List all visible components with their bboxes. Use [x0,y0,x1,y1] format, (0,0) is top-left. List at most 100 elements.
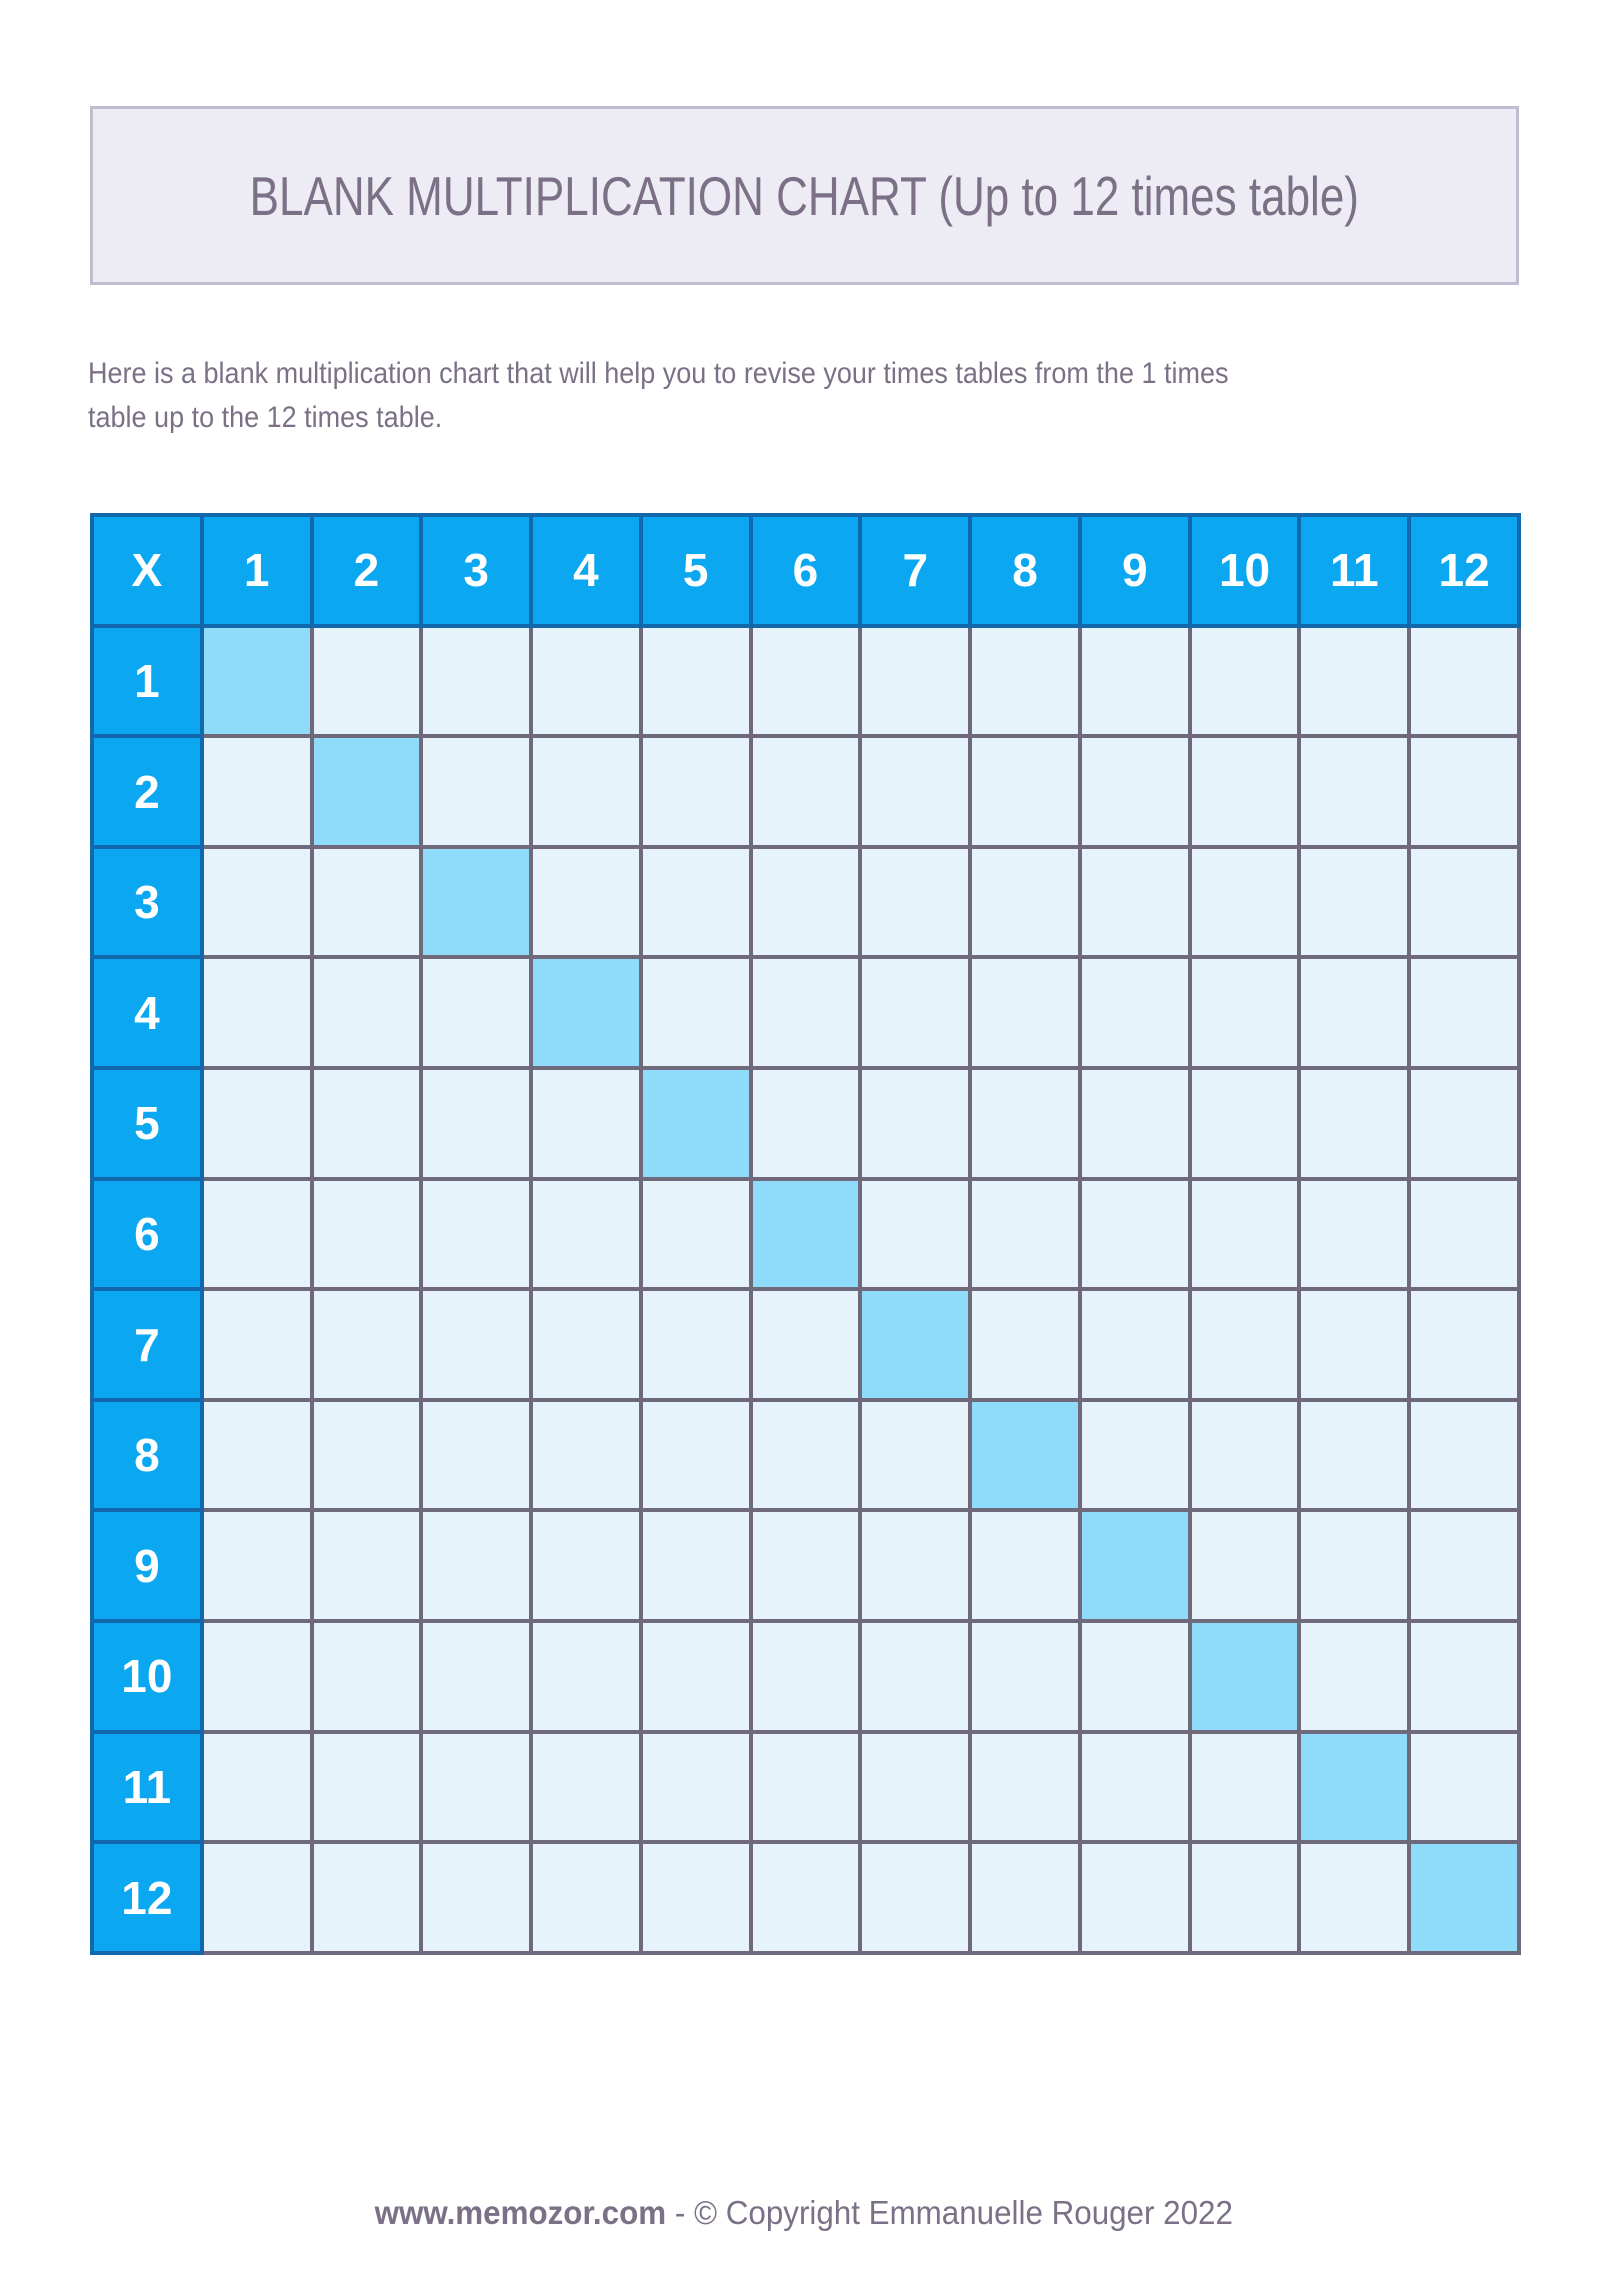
cell-r10-c3 [419,1619,534,1734]
cell-r1-c8 [968,623,1082,739]
cell-r11-c1 [199,1729,314,1845]
column-header-6: 6 [748,513,863,628]
cell-r8-c11 [1297,1397,1412,1513]
cell-r12-c1 [199,1840,314,1955]
cell-r5-c3 [419,1066,534,1181]
row-header-8: 8 [90,1397,204,1513]
cell-r9-c8 [968,1508,1082,1624]
cell-r5-c2 [309,1066,424,1181]
cell-r5-c10 [1187,1066,1302,1181]
cell-r10-c5 [638,1619,753,1734]
cell-r4-c12 [1407,955,1521,1071]
row-header-5: 5 [90,1066,204,1181]
cell-r4-c6 [748,955,863,1071]
table-row-4: 4 [90,955,1521,1071]
cell-r9-c11 [1297,1508,1412,1624]
row-header-6: 6 [90,1176,204,1292]
table-row-11: 11 [90,1729,1521,1845]
cell-r2-c6 [748,734,863,849]
cell-r12-c7 [858,1840,973,1955]
cell-r4-c2 [309,955,424,1071]
cell-r9-c3 [419,1508,534,1624]
cell-r2-c1 [199,734,314,849]
cell-r2-c10 [1187,734,1302,849]
table-row-10: 10 [90,1619,1521,1734]
cell-r2-c9 [1077,734,1192,849]
cell-r8-c10 [1187,1397,1302,1513]
cell-r8-c1 [199,1397,314,1513]
cell-r7-c11 [1297,1287,1412,1402]
intro-paragraph: Here is a blank multiplication chart tha… [88,352,1355,440]
cell-r5-c7 [858,1066,973,1181]
cell-r8-c2 [309,1397,424,1513]
footer: www.memozor.com - © Copyright Emmanuelle… [0,2192,1608,2234]
intro-line-1: Here is a blank multiplication chart tha… [88,357,1229,390]
column-header-11: 11 [1297,513,1412,628]
copyright-text: © Copyright Emmanuelle Rouger 2022 [694,2194,1234,2231]
cell-r6-c6 [748,1176,863,1292]
cell-r9-c9 [1077,1508,1192,1624]
cell-r11-c4 [529,1729,643,1845]
cell-r4-c3 [419,955,534,1071]
cell-r12-c9 [1077,1840,1192,1955]
cell-r12-c10 [1187,1840,1302,1955]
cell-r10-c11 [1297,1619,1412,1734]
cell-r12-c4 [529,1840,643,1955]
table-row-12: 12 [90,1840,1521,1955]
cell-r10-c6 [748,1619,863,1734]
cell-r1-c9 [1077,623,1192,739]
cell-r2-c8 [968,734,1082,849]
column-header-7: 7 [858,513,973,628]
page-title: BLANK MULTIPLICATION CHART (Up to 12 tim… [249,164,1360,227]
cell-r7-c10 [1187,1287,1302,1402]
cell-r7-c12 [1407,1287,1521,1402]
cell-r12-c11 [1297,1840,1412,1955]
cell-r5-c11 [1297,1066,1412,1181]
cell-r8-c6 [748,1397,863,1513]
cell-r6-c10 [1187,1176,1302,1292]
cell-r1-c2 [309,623,424,739]
cell-r6-c5 [638,1176,753,1292]
table-row-8: 8 [90,1397,1521,1513]
row-header-11: 11 [90,1729,204,1845]
cell-r4-c1 [199,955,314,1071]
cell-r11-c11 [1297,1729,1412,1845]
cell-r5-c5 [638,1066,753,1181]
site-link[interactable]: www.memozor.com [374,2194,667,2231]
cell-r7-c2 [309,1287,424,1402]
cell-r3-c11 [1297,844,1412,960]
cell-r9-c10 [1187,1508,1302,1624]
cell-r3-c10 [1187,844,1302,960]
cell-r6-c7 [858,1176,973,1292]
cell-r3-c3 [419,844,534,960]
cell-r11-c2 [309,1729,424,1845]
row-header-10: 10 [90,1619,204,1734]
cell-r6-c12 [1407,1176,1521,1292]
cell-r6-c4 [529,1176,643,1292]
cell-r3-c7 [858,844,973,960]
cell-r4-c11 [1297,955,1412,1071]
row-header-9: 9 [90,1508,204,1624]
cell-r3-c5 [638,844,753,960]
cell-r7-c1 [199,1287,314,1402]
column-header-10: 10 [1187,513,1302,628]
table-row-6: 6 [90,1176,1521,1292]
row-header-7: 7 [90,1287,204,1402]
cell-r11-c5 [638,1729,753,1845]
cell-r2-c2 [309,734,424,849]
cell-r12-c12 [1407,1840,1521,1955]
column-header-1: 1 [199,513,314,628]
cell-r5-c4 [529,1066,643,1181]
cell-r7-c7 [858,1287,973,1402]
cell-r4-c4 [529,955,643,1071]
title-box: BLANK MULTIPLICATION CHART (Up to 12 tim… [90,106,1519,285]
cell-r7-c8 [968,1287,1082,1402]
footer-separator: - [666,2194,695,2231]
cell-r6-c8 [968,1176,1082,1292]
cell-r9-c2 [309,1508,424,1624]
cell-r10-c4 [529,1619,643,1734]
cell-r1-c11 [1297,623,1412,739]
table-row-2: 2 [90,734,1521,849]
cell-r7-c5 [638,1287,753,1402]
